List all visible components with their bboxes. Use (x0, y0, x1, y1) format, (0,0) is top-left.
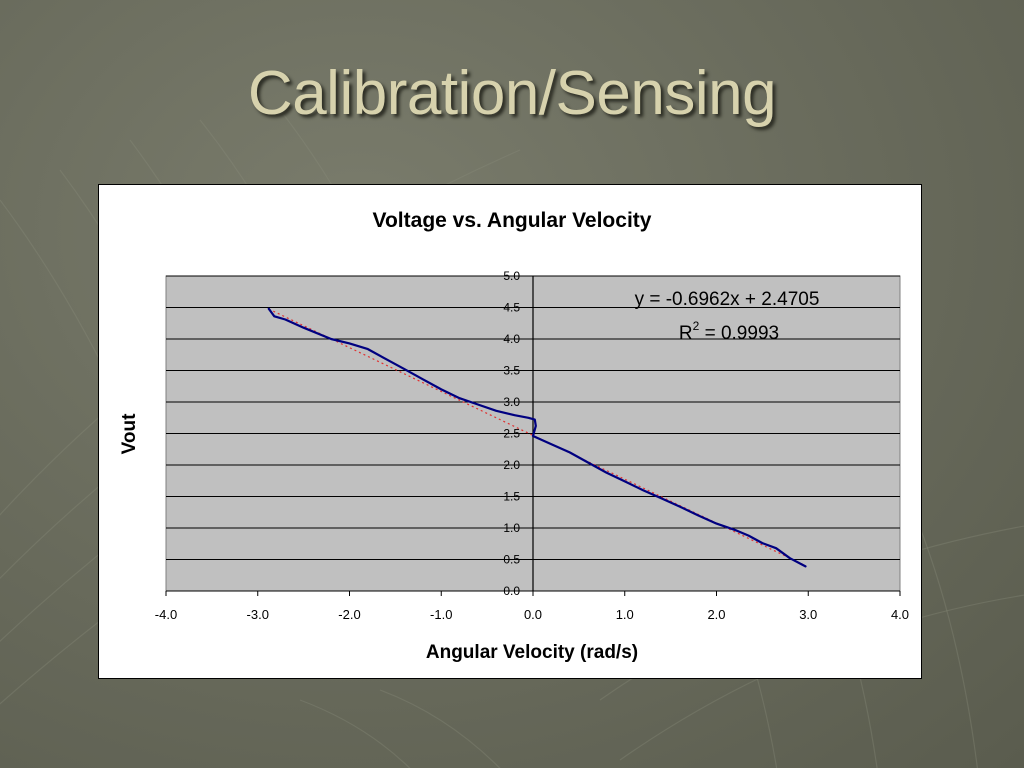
x-tick-label: -1.0 (430, 607, 452, 622)
y-tick-label: 1.0 (503, 521, 520, 535)
y-tick-label: 5.0 (503, 269, 520, 283)
series-line (267, 307, 807, 568)
x-tick-labels: -4.0 -3.0 -2.0 -1.0 0.0 1.0 2.0 3.0 4.0 (155, 607, 909, 622)
r-squared-exponent: 2 (693, 319, 700, 333)
x-tick-label: 4.0 (891, 607, 909, 622)
x-tick-label: -4.0 (155, 607, 177, 622)
x-tick-label: -2.0 (338, 607, 360, 622)
x-tick-label: 3.0 (799, 607, 817, 622)
y-tick-label: 0.0 (503, 584, 520, 598)
x-tick-label: -3.0 (247, 607, 269, 622)
y-tick-label: 1.5 (503, 490, 520, 504)
y-tick-labels: 0.0 0.5 1.0 1.5 2.0 2.5 3.0 3.5 4.0 4.5 5.0 (503, 269, 520, 598)
x-axis-label: Angular Velocity (rad/s) (426, 642, 638, 663)
y-tick-label: 0.5 (503, 553, 520, 567)
y-tick-label: 3.5 (503, 364, 520, 378)
r-squared-prefix: R (679, 323, 693, 344)
r-squared-label: R2 = 0.9993 (679, 319, 779, 344)
y-tick-label: 4.5 (503, 301, 520, 315)
x-tick-label: 2.0 (707, 607, 725, 622)
trendline-equation: y = -0.6962x + 2.4705 (635, 289, 820, 310)
chart-svg: Voltage vs. Angular Velocity 0.0 0.5 1.0 1.… (119, 209, 909, 663)
y-tick-label: 2.0 (503, 458, 520, 472)
chart-container: Voltage vs. Angular Velocity 0.0 0.5 1.0 1.… (98, 184, 922, 679)
slide-title: Calibration/Sensing (247, 59, 777, 128)
y-tick-label: 4.0 (503, 332, 520, 346)
y-tick-label: 3.0 (503, 395, 520, 409)
x-tick-label: 1.0 (616, 607, 634, 622)
chart-title: Voltage vs. Angular Velocity (373, 209, 652, 232)
r-squared-value: = 0.9993 (699, 323, 779, 344)
y-tick-label: 2.5 (503, 427, 520, 441)
y-axis-label: Vout (119, 413, 140, 454)
series-layer (267, 307, 807, 568)
x-tick-label: 0.0 (524, 607, 542, 622)
